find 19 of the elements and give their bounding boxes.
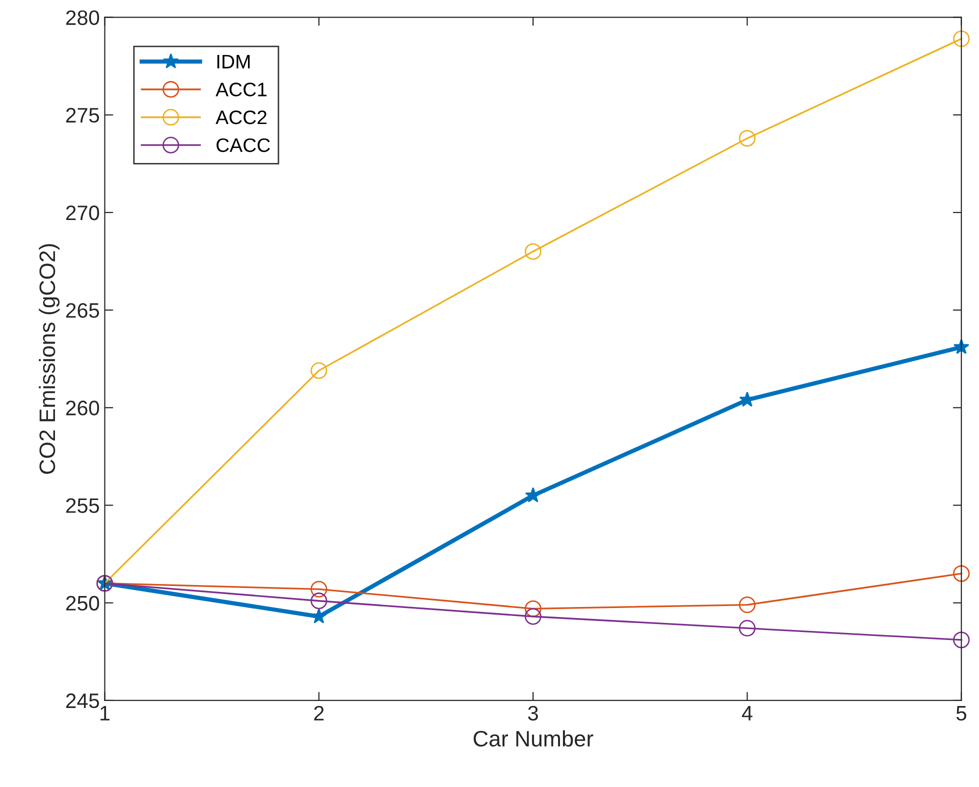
y-tick-label: 280 xyxy=(66,10,100,26)
y-tick-label: 260 xyxy=(66,400,100,416)
x-tick-label: 4 xyxy=(742,706,752,720)
legend-label: CACC xyxy=(216,138,270,152)
x-tick-label: 1 xyxy=(100,706,110,720)
y-axis-title: CO2 Emissions (gCO2) xyxy=(38,244,60,474)
y-tick-label: 270 xyxy=(66,205,100,220)
legend-label: ACC2 xyxy=(216,110,266,124)
y-tick-label: 255 xyxy=(66,498,100,514)
legend-label: ACC1 xyxy=(216,82,267,96)
y-tick-label: 275 xyxy=(66,108,100,123)
y-tick-label: 250 xyxy=(66,596,100,611)
x-tick-label: 3 xyxy=(528,706,538,721)
y-tick-label: 245 xyxy=(66,693,100,708)
legend-label: IDM xyxy=(217,54,250,68)
x-axis-title: Car Number xyxy=(474,730,594,747)
y-tick-label: 265 xyxy=(66,303,100,318)
x-tick-label: 2 xyxy=(314,706,324,720)
x-tick-label: 5 xyxy=(956,706,966,721)
